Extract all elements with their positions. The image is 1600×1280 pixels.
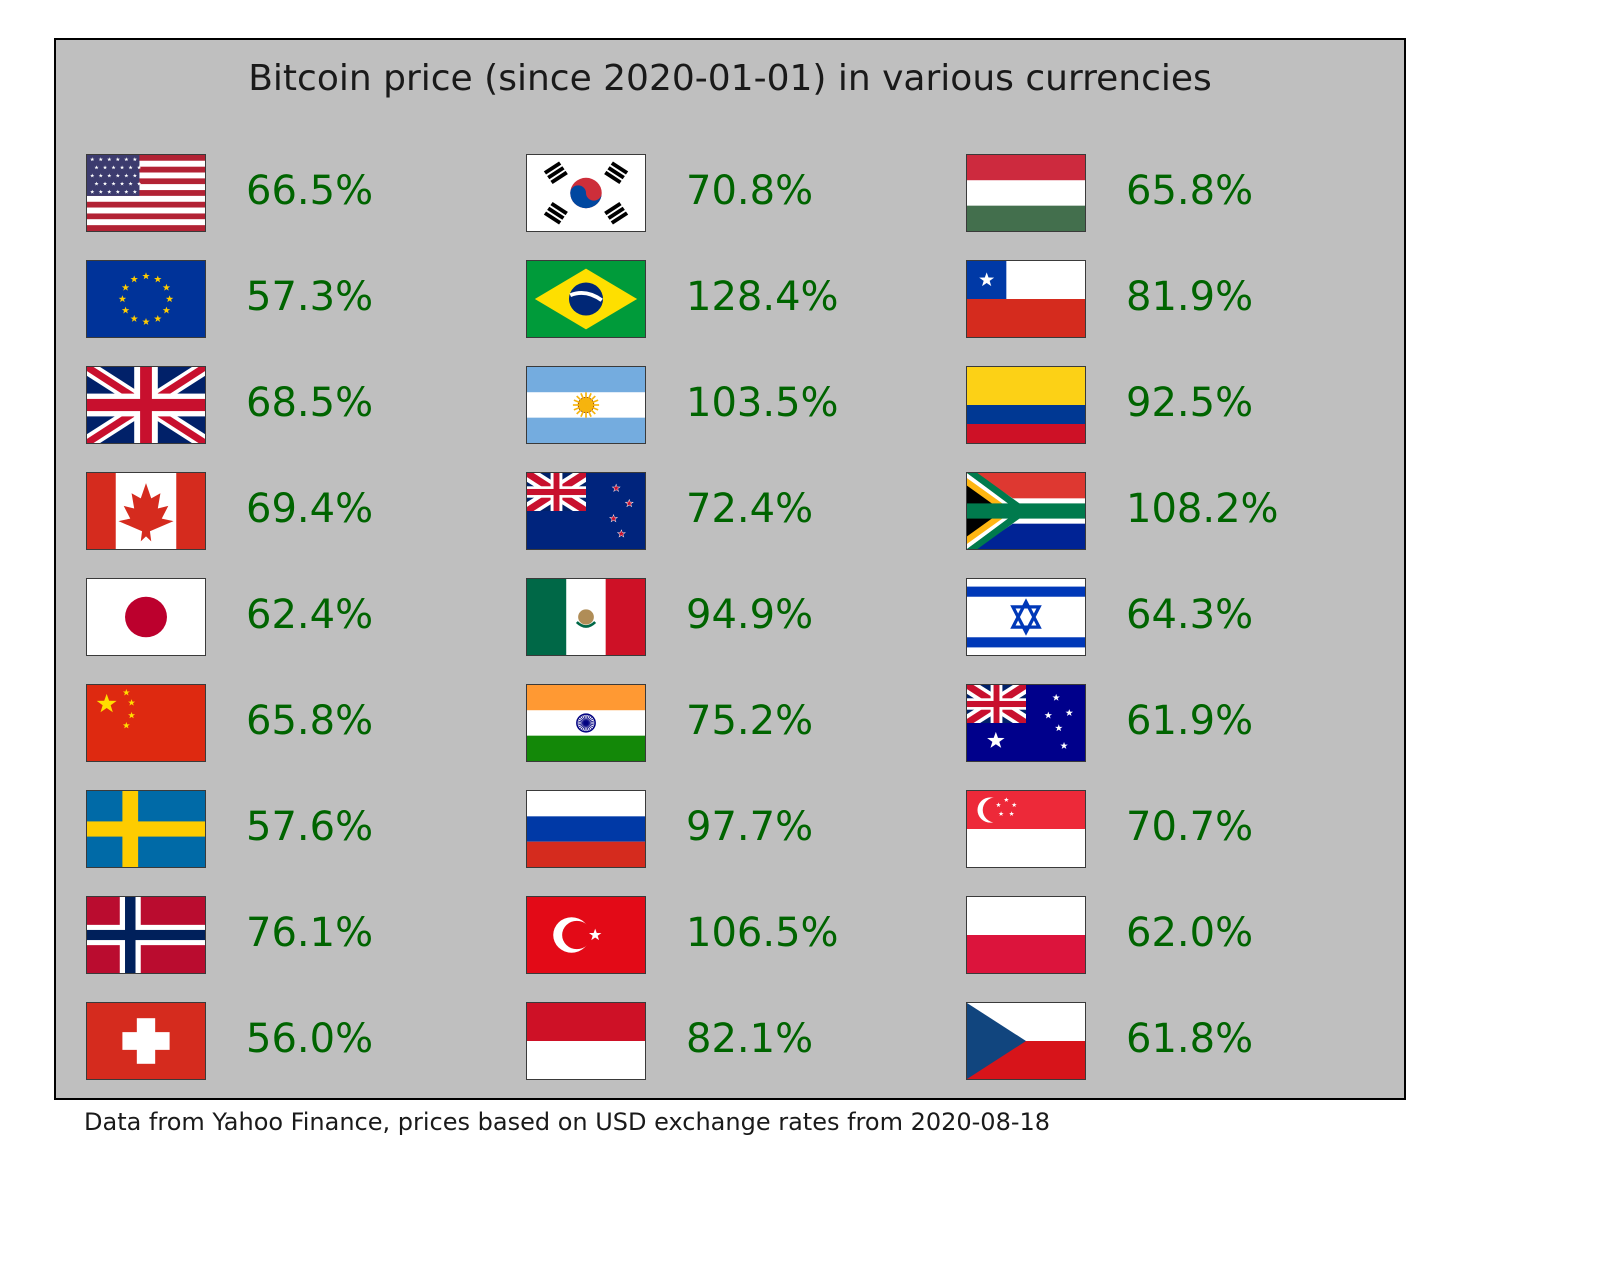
- country-row-id: 82.1%: [526, 986, 956, 1092]
- chart-title: Bitcoin price (since 2020-01-01) in vari…: [56, 58, 1404, 99]
- country-row-mx: 94.9%: [526, 562, 956, 668]
- flag-sg-icon: [966, 790, 1086, 868]
- value-au: 61.9%: [1126, 668, 1253, 774]
- flag-za-icon: [966, 472, 1086, 550]
- value-no: 76.1%: [246, 880, 373, 986]
- country-row-tr: 106.5%: [526, 880, 956, 986]
- value-sg: 70.7%: [1126, 774, 1253, 880]
- country-row-pl: 62.0%: [966, 880, 1396, 986]
- chart-caption: Data from Yahoo Finance, prices based on…: [84, 1108, 1050, 1136]
- country-row-ca: 69.4%: [86, 456, 516, 562]
- flag-br-icon: [526, 260, 646, 338]
- flag-us-icon: [86, 154, 206, 232]
- country-row-br: 128.4%: [526, 244, 956, 350]
- flag-kr-icon: [526, 154, 646, 232]
- flag-ar-icon: [526, 366, 646, 444]
- country-row-no: 76.1%: [86, 880, 516, 986]
- value-ch: 56.0%: [246, 986, 373, 1092]
- flag-tr-icon: [526, 896, 646, 974]
- flag-au-icon: [966, 684, 1086, 762]
- value-gb: 68.5%: [246, 350, 373, 456]
- country-row-ar: 103.5%: [526, 350, 956, 456]
- value-nz: 72.4%: [686, 456, 813, 562]
- value-ru: 97.7%: [686, 774, 813, 880]
- country-row-sg: 70.7%: [966, 774, 1396, 880]
- value-se: 57.6%: [246, 774, 373, 880]
- country-row-gb: 68.5%: [86, 350, 516, 456]
- flag-hu-icon: [966, 154, 1086, 232]
- country-row-za: 108.2%: [966, 456, 1396, 562]
- value-jp: 62.4%: [246, 562, 373, 668]
- country-row-us: 66.5%: [86, 138, 516, 244]
- chart-panel: Bitcoin price (since 2020-01-01) in vari…: [54, 38, 1406, 1100]
- flag-jp-icon: [86, 578, 206, 656]
- flag-no-icon: [86, 896, 206, 974]
- value-in: 75.2%: [686, 668, 813, 774]
- country-row-hu: 65.8%: [966, 138, 1396, 244]
- flag-nz-icon: [526, 472, 646, 550]
- flag-cn-icon: [86, 684, 206, 762]
- value-cl: 81.9%: [1126, 244, 1253, 350]
- flag-il-icon: [966, 578, 1086, 656]
- flag-ru-icon: [526, 790, 646, 868]
- country-row-cn: 65.8%: [86, 668, 516, 774]
- country-row-se: 57.6%: [86, 774, 516, 880]
- flag-gb-icon: [86, 366, 206, 444]
- value-br: 128.4%: [686, 244, 839, 350]
- value-us: 66.5%: [246, 138, 373, 244]
- country-row-au: 61.9%: [966, 668, 1396, 774]
- value-ca: 69.4%: [246, 456, 373, 562]
- value-tr: 106.5%: [686, 880, 839, 986]
- country-row-nz: 72.4%: [526, 456, 956, 562]
- value-id: 82.1%: [686, 986, 813, 1092]
- flag-se-icon: [86, 790, 206, 868]
- country-row-jp: 62.4%: [86, 562, 516, 668]
- country-row-cz: 61.8%: [966, 986, 1396, 1092]
- country-row-ru: 97.7%: [526, 774, 956, 880]
- value-eu: 57.3%: [246, 244, 373, 350]
- country-row-il: 64.3%: [966, 562, 1396, 668]
- value-mx: 94.9%: [686, 562, 813, 668]
- value-co: 92.5%: [1126, 350, 1253, 456]
- country-row-ch: 56.0%: [86, 986, 516, 1092]
- country-row-cl: 81.9%: [966, 244, 1396, 350]
- flag-mx-icon: [526, 578, 646, 656]
- value-il: 64.3%: [1126, 562, 1253, 668]
- flag-ca-icon: [86, 472, 206, 550]
- value-cz: 61.8%: [1126, 986, 1253, 1092]
- value-kr: 70.8%: [686, 138, 813, 244]
- value-pl: 62.0%: [1126, 880, 1253, 986]
- flag-cl-icon: [966, 260, 1086, 338]
- country-row-eu: 57.3%: [86, 244, 516, 350]
- flag-ch-icon: [86, 1002, 206, 1080]
- flag-cz-icon: [966, 1002, 1086, 1080]
- flag-in-icon: [526, 684, 646, 762]
- flag-eu-icon: [86, 260, 206, 338]
- country-row-co: 92.5%: [966, 350, 1396, 456]
- country-row-in: 75.2%: [526, 668, 956, 774]
- value-hu: 65.8%: [1126, 138, 1253, 244]
- country-row-kr: 70.8%: [526, 138, 956, 244]
- flag-co-icon: [966, 366, 1086, 444]
- flag-pl-icon: [966, 896, 1086, 974]
- flag-id-icon: [526, 1002, 646, 1080]
- value-za: 108.2%: [1126, 456, 1279, 562]
- value-cn: 65.8%: [246, 668, 373, 774]
- value-ar: 103.5%: [686, 350, 839, 456]
